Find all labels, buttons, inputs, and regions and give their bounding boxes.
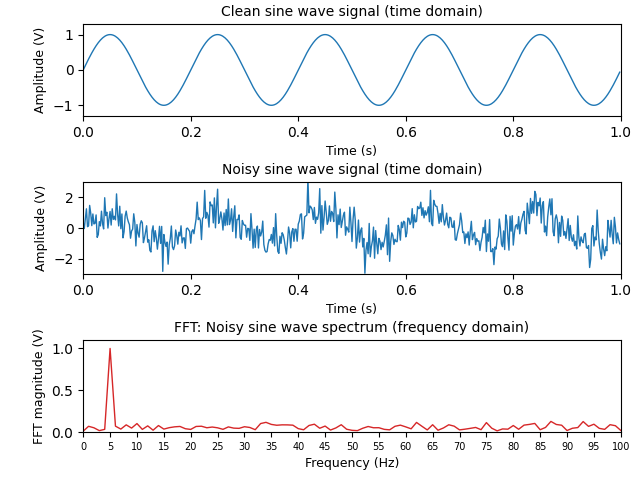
- Y-axis label: FFT magnitude (V): FFT magnitude (V): [33, 328, 46, 444]
- X-axis label: Time (s): Time (s): [326, 145, 378, 158]
- Title: FFT: Noisy sine wave spectrum (frequency domain): FFT: Noisy sine wave spectrum (frequency…: [175, 321, 529, 335]
- Y-axis label: Amplitude (V): Amplitude (V): [35, 27, 47, 113]
- Title: Clean sine wave signal (time domain): Clean sine wave signal (time domain): [221, 5, 483, 19]
- Y-axis label: Amplitude (V): Amplitude (V): [35, 185, 47, 271]
- Title: Noisy sine wave signal (time domain): Noisy sine wave signal (time domain): [221, 163, 483, 177]
- X-axis label: Frequency (Hz): Frequency (Hz): [305, 457, 399, 470]
- X-axis label: Time (s): Time (s): [326, 303, 378, 316]
